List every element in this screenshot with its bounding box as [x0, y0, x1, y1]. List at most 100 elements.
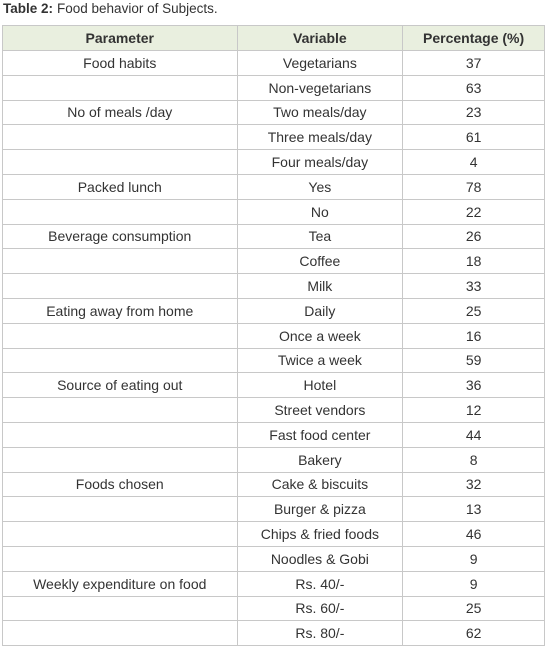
variable-cell: Once a week [236, 322, 404, 349]
variable-cell: Yes [236, 173, 404, 200]
percentage-cell: 62 [402, 620, 545, 647]
variable-cell: Bakery [236, 446, 404, 473]
table-row: Street vendors 12 [2, 397, 545, 423]
percentage-cell: 33 [402, 273, 545, 299]
variable-cell: Cake & biscuits [236, 471, 404, 498]
parameter-cell: Beverage consumption [2, 223, 238, 250]
variable-cell: Two meals/day [236, 99, 404, 126]
table-row: Rs. 80/- 62 [2, 620, 545, 647]
parameter-cell [2, 124, 238, 151]
percentage-cell: 32 [402, 471, 545, 498]
parameter-cell: Foods chosen [2, 471, 238, 498]
table-row: Chips & fried foods 46 [2, 521, 545, 547]
variable-cell: Four meals/day [236, 149, 404, 175]
variable-cell: Twice a week [236, 347, 404, 374]
header-cell: Percentage (%) [402, 25, 545, 51]
variable-cell: Daily [236, 297, 404, 324]
caption-text: Food behavior of Subjects. [57, 1, 218, 16]
parameter-cell: Eating away from home [2, 297, 238, 324]
percentage-cell: 37 [402, 50, 545, 76]
parameter-cell [2, 322, 238, 349]
table-row: Bakery 8 [2, 446, 545, 473]
table-row: Weekly expenditure on food Rs. 40/- 9 [2, 570, 545, 597]
caption: Table 2: Food behavior of Subjects. [3, 0, 218, 22]
table-row: Non-vegetarians 63 [2, 74, 545, 101]
parameter-cell [2, 149, 238, 175]
percentage-cell: 59 [402, 347, 545, 374]
header-cell: Parameter [2, 25, 238, 51]
parameter-cell [2, 421, 238, 448]
percentage-cell: 23 [402, 99, 545, 126]
percentage-cell: 63 [402, 74, 545, 101]
parameter-cell [2, 347, 238, 374]
header-row: Parameter Variable Percentage (%) [2, 25, 545, 51]
percentage-cell: 61 [402, 124, 545, 151]
parameter-cell [2, 545, 238, 572]
table-row: Coffee 18 [2, 248, 545, 275]
percentage-cell: 9 [402, 545, 545, 572]
percentage-cell: 18 [402, 248, 545, 275]
variable-cell: Coffee [236, 248, 404, 275]
percentage-cell: 22 [402, 198, 545, 225]
parameter-cell: Packed lunch [2, 173, 238, 200]
variable-cell: Fast food center [236, 421, 404, 448]
table-row: Milk 33 [2, 273, 545, 299]
table-row: Twice a week 59 [2, 347, 545, 374]
variable-cell: Milk [236, 273, 404, 299]
table-row: Source of eating out Hotel 36 [2, 372, 545, 399]
parameter-cell [2, 248, 238, 275]
percentage-cell: 8 [402, 446, 545, 473]
percentage-cell: 9 [402, 570, 545, 597]
parameter-cell [2, 521, 238, 547]
table-row: Eating away from home Daily 25 [2, 297, 545, 324]
parameter-cell [2, 273, 238, 299]
variable-cell: Noodles & Gobi [236, 545, 404, 572]
table-row: Three meals/day 61 [2, 124, 545, 151]
table-row: Beverage consumption Tea 26 [2, 223, 545, 250]
table-row: Burger & pizza 13 [2, 496, 545, 523]
variable-cell: Three meals/day [236, 124, 404, 151]
variable-cell: Rs. 40/- [236, 570, 404, 597]
percentage-cell: 46 [402, 521, 545, 547]
table-row: No 22 [2, 198, 545, 225]
percentage-cell: 25 [402, 595, 545, 622]
parameter-cell: Food habits [2, 50, 238, 76]
parameter-cell [2, 198, 238, 225]
parameter-cell: Weekly expenditure on food [2, 570, 238, 597]
variable-cell: Hotel [236, 372, 404, 399]
variable-cell: Burger & pizza [236, 496, 404, 523]
variable-cell: Rs. 60/- [236, 595, 404, 622]
percentage-cell: 25 [402, 297, 545, 324]
table-head: Parameter Variable Percentage (%) [2, 25, 545, 51]
table-body: Food habits Vegetarians 37 Non-vegetarians 6… [2, 50, 545, 647]
variable-cell: Rs. 80/- [236, 620, 404, 647]
variable-cell: No [236, 198, 404, 225]
percentage-cell: 16 [402, 322, 545, 349]
parameter-cell [2, 397, 238, 423]
header-cell: Variable [236, 25, 404, 51]
variable-cell: Street vendors [236, 397, 404, 423]
percentage-cell: 44 [402, 421, 545, 448]
percentage-cell: 4 [402, 149, 545, 175]
parameter-cell [2, 620, 238, 647]
table-row: Foods chosen Cake & biscuits 32 [2, 471, 545, 498]
percentage-cell: 36 [402, 372, 545, 399]
table-row: Packed lunch Yes 78 [2, 173, 545, 200]
variable-cell: Non-vegetarians [236, 74, 404, 101]
percentage-cell: 12 [402, 397, 545, 423]
percentage-cell: 78 [402, 173, 545, 200]
table-row: Noodles & Gobi 9 [2, 545, 545, 572]
parameter-cell [2, 496, 238, 523]
table-row: Four meals/day 4 [2, 149, 545, 175]
table-row: Rs. 60/- 25 [2, 595, 545, 622]
table-row: No of meals /day Two meals/day 23 [2, 99, 545, 126]
percentage-cell: 13 [402, 496, 545, 523]
parameter-cell: No of meals /day [2, 99, 238, 126]
food-table: Parameter Variable Percentage (%) Food hab… [2, 25, 545, 647]
caption-label: Table 2: [3, 1, 54, 16]
variable-cell: Tea [236, 223, 404, 250]
variable-cell: Vegetarians [236, 50, 404, 76]
percentage-cell: 26 [402, 223, 545, 250]
table-row: Food habits Vegetarians 37 [2, 50, 545, 76]
